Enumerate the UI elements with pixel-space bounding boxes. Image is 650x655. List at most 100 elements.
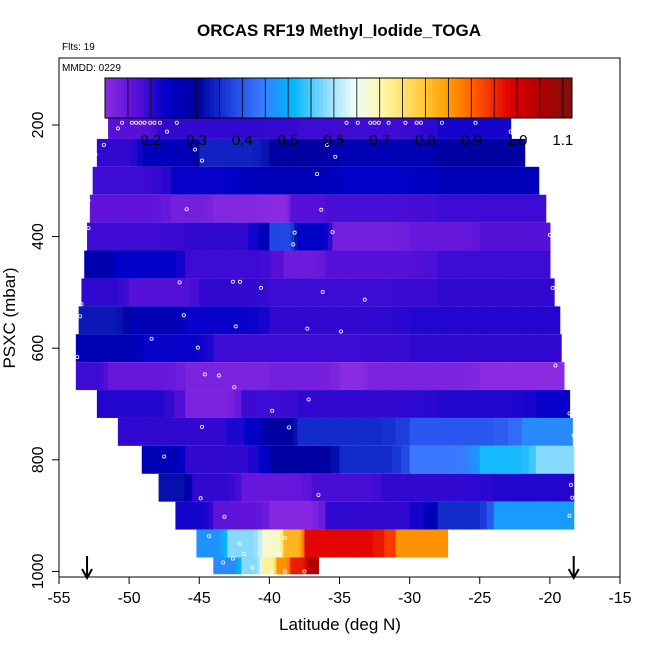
heatmap-cell xyxy=(339,445,349,474)
heatmap-cell xyxy=(488,222,498,251)
heatmap-cell xyxy=(118,390,131,418)
heatmap-cell xyxy=(479,417,495,446)
heatmap-cell xyxy=(243,557,248,575)
sample-point xyxy=(193,147,198,152)
heatmap-cell xyxy=(248,445,260,474)
heatmap-cell xyxy=(428,529,436,558)
heatmap-cell xyxy=(181,194,188,223)
heatmap-cell xyxy=(291,529,295,558)
heatmap-cell xyxy=(234,501,242,530)
heatmap-cell xyxy=(304,362,314,391)
mmdd-note: MMDD: 0229 xyxy=(62,63,121,74)
heatmap-cell xyxy=(533,473,545,502)
heatmap-cell xyxy=(301,222,307,251)
sample-point xyxy=(149,336,154,341)
heatmap-cell xyxy=(271,557,274,575)
heatmap-cell xyxy=(137,362,148,391)
heatmap-cell xyxy=(367,390,386,418)
heatmap-cell xyxy=(437,194,452,223)
sample-point xyxy=(86,198,91,203)
heatmap-cell xyxy=(160,334,171,363)
heatmap-cell xyxy=(505,194,520,223)
heatmap-cell xyxy=(413,166,426,195)
heatmap-cell xyxy=(227,306,239,335)
heatmap-cell xyxy=(161,166,172,195)
colorbar-cell xyxy=(112,78,118,118)
heatmap-cell xyxy=(204,473,212,502)
heatmap-cell xyxy=(409,473,425,502)
colorbar-tick-label: 0.8 xyxy=(415,132,436,149)
heatmap-cell xyxy=(171,138,179,167)
heatmap-cell xyxy=(437,166,451,195)
heatmap-cell xyxy=(225,138,235,167)
heatmap-cell xyxy=(425,138,439,167)
heatmap-cell xyxy=(143,334,153,363)
heatmap-cell xyxy=(137,278,148,307)
colorbar-cell xyxy=(326,78,332,118)
heatmap-cell xyxy=(353,362,358,391)
heatmap-cell xyxy=(283,557,286,575)
heatmap-cell xyxy=(75,334,85,363)
heatmap-cell xyxy=(465,417,481,446)
heatmap-cell xyxy=(327,529,340,558)
heatmap-cell xyxy=(311,417,327,446)
heatmap-cell xyxy=(206,306,218,335)
heatmap-cell xyxy=(219,529,225,558)
colorbar-cell xyxy=(459,78,464,118)
heatmap-cell xyxy=(547,417,554,446)
heatmap-cell xyxy=(364,166,377,195)
colorbar-cell xyxy=(163,78,168,118)
heatmap-cell xyxy=(304,306,323,335)
colorbar-cell xyxy=(361,78,367,118)
heatmap-cell xyxy=(563,501,575,530)
heatmap-cell xyxy=(339,306,358,335)
heatmap-cell xyxy=(248,222,260,251)
colorbar-cell xyxy=(373,78,378,118)
heatmap-cell xyxy=(227,557,232,575)
colorbar-cell xyxy=(186,78,192,118)
heatmap-cell xyxy=(269,445,279,474)
colorbar-cell xyxy=(147,78,153,118)
heatmap-cell xyxy=(185,445,197,474)
heatmap-cell xyxy=(510,278,526,307)
heatmap-cell xyxy=(503,501,515,530)
heatmap-cell xyxy=(103,250,108,279)
heatmap-cell xyxy=(523,222,533,251)
heatmap-cell xyxy=(332,222,343,251)
heatmap-cell xyxy=(328,473,339,502)
heatmap-cell xyxy=(357,445,367,474)
heatmap-cell xyxy=(395,529,403,558)
heatmap-cell xyxy=(269,138,279,167)
heatmap-cell xyxy=(492,138,504,167)
sample-point xyxy=(439,120,444,125)
heatmap-cell xyxy=(376,166,390,195)
sample-point xyxy=(306,397,311,402)
heatmap-cell xyxy=(339,194,355,223)
heatmap-cell xyxy=(168,445,175,474)
heatmap-cell xyxy=(395,417,411,446)
colorbar-cell xyxy=(210,78,215,118)
colorbar-cell xyxy=(342,78,347,118)
colorbar-cell xyxy=(315,78,320,118)
heatmap-cell xyxy=(500,362,512,391)
heatmap-cell xyxy=(348,445,358,474)
heatmap-cell xyxy=(435,445,446,474)
heatmap-cell xyxy=(418,445,428,474)
heatmap-cell xyxy=(112,166,123,195)
heatmap-cell xyxy=(181,278,192,307)
sample-point xyxy=(78,314,83,319)
heatmap-cell xyxy=(423,501,439,530)
sample-point xyxy=(403,120,408,125)
heatmap-cell xyxy=(267,473,277,502)
heatmap-cell xyxy=(235,473,242,502)
heatmap-cell xyxy=(143,306,151,335)
heatmap-cell xyxy=(428,334,449,363)
heatmap-cell xyxy=(151,111,158,139)
sample-point xyxy=(93,152,98,157)
heatmap-cell xyxy=(399,222,411,251)
heatmap-cell xyxy=(271,250,284,279)
sample-point xyxy=(386,120,391,125)
colorbar-cell xyxy=(252,78,258,118)
sample-point xyxy=(142,120,147,125)
latitude-arrows xyxy=(81,556,580,581)
